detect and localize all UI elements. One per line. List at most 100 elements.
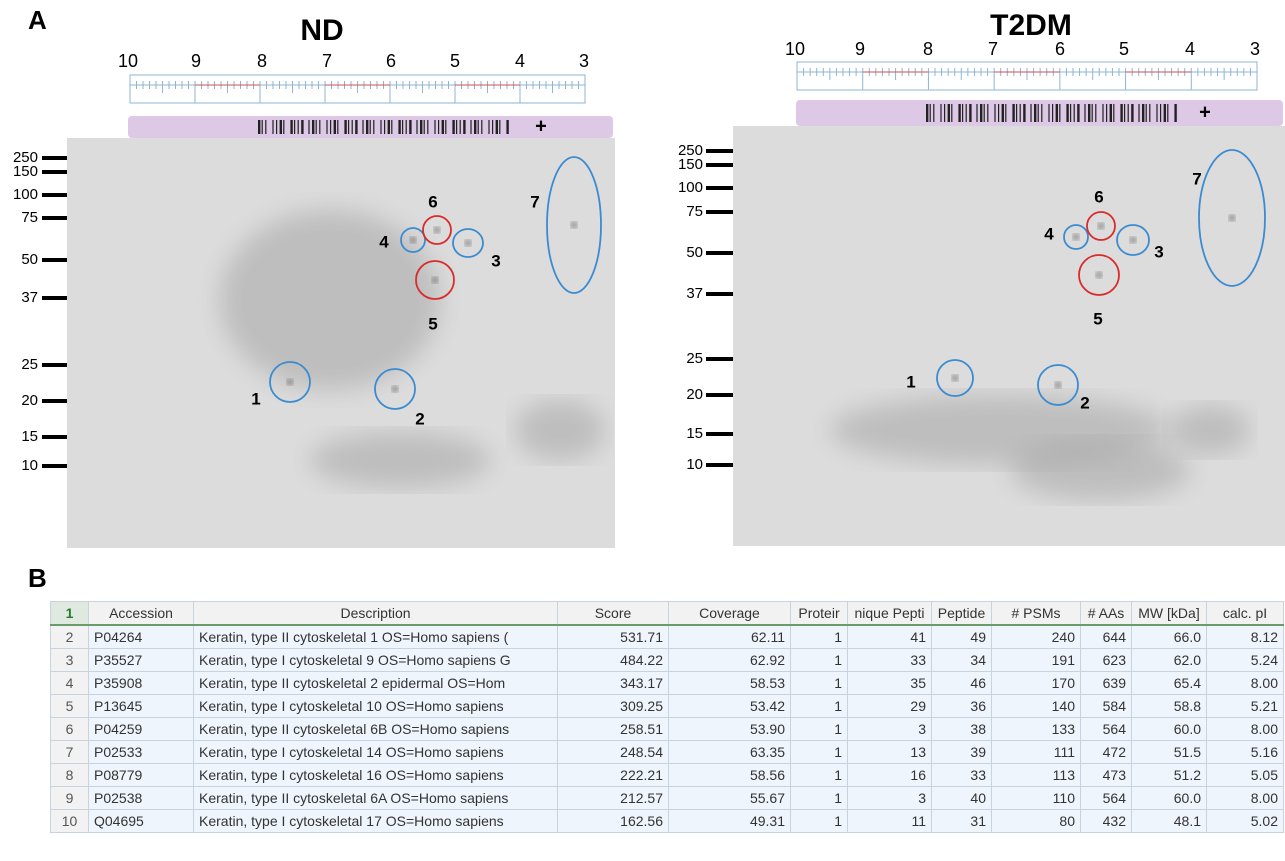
- barcode-bar: [316, 120, 317, 134]
- table-cell: 564: [1081, 718, 1132, 741]
- barcode-bar: [298, 120, 299, 134]
- table-cell: 38: [932, 718, 992, 741]
- barcode-bar: [312, 120, 314, 134]
- ph-label: 3: [1250, 39, 1260, 59]
- barcode-bar: [481, 120, 482, 134]
- barcode-bar: [1059, 104, 1060, 122]
- ph-label: 6: [386, 51, 396, 71]
- table-cell: 62.11: [669, 625, 791, 649]
- barcode-bar: [1088, 104, 1090, 122]
- barcode-bar: [330, 120, 331, 134]
- table-row: 1AccessionDescriptionScoreCoverageProtei…: [51, 602, 1284, 626]
- barcode-bar: [1084, 104, 1085, 122]
- barcode-bar: [1142, 104, 1144, 122]
- table-cell: 40: [932, 787, 992, 810]
- gel-title: T2DM: [990, 9, 1072, 42]
- table-cell: 11: [848, 810, 932, 833]
- ph-label: 4: [1185, 39, 1195, 59]
- table-cell: 1: [791, 741, 848, 764]
- table-cell: 432: [1081, 810, 1132, 833]
- barcode-bar: [362, 120, 363, 134]
- protein-spot: [434, 227, 440, 233]
- barcode-bar: [1092, 104, 1093, 122]
- table-cell: P35527: [89, 649, 194, 672]
- table-cell: 110: [992, 787, 1081, 810]
- table-cell: Keratin, type II cytoskeletal 6A OS=Homo…: [194, 787, 558, 810]
- barcode-bar: [478, 120, 479, 134]
- header-cell: # AAs: [1081, 602, 1132, 626]
- protein-spot: [465, 240, 471, 246]
- table-cell: Keratin, type I cytoskeletal 14 OS=Homo …: [194, 741, 558, 764]
- barcode-bar: [1002, 104, 1004, 122]
- barcode-bar: [984, 104, 985, 122]
- protein-spot: [432, 277, 438, 283]
- table-cell: Keratin, type I cytoskeletal 17 OS=Homo …: [194, 810, 558, 833]
- table-cell: P02538: [89, 787, 194, 810]
- table-cell: 48.1: [1132, 810, 1207, 833]
- barcode-bar: [402, 120, 403, 134]
- spot-label: 6: [1094, 187, 1103, 206]
- table-cell: 133: [992, 718, 1081, 741]
- header-cell: Coverage: [669, 602, 791, 626]
- barcode-bar: [344, 120, 346, 134]
- table-cell: Keratin, type I cytoskeletal 16 OS=Homo …: [194, 764, 558, 787]
- barcode-bar: [283, 120, 284, 134]
- barcode-bar: [438, 120, 439, 134]
- mw-label: 15: [686, 425, 703, 442]
- barcode-bar: [1106, 104, 1107, 122]
- table-cell: 16: [848, 764, 932, 787]
- barcode-bar: [1138, 104, 1139, 122]
- barcode-bar: [962, 104, 963, 122]
- table-cell: 191: [992, 649, 1081, 672]
- barcode-bar: [948, 104, 950, 122]
- protein-spot: [1055, 382, 1061, 388]
- table-cell: 58.53: [669, 672, 791, 695]
- ph-label: 9: [855, 39, 865, 59]
- barcode-bar: [258, 120, 260, 134]
- table-row: 3P35527Keratin, type I cytoskeletal 9 OS…: [51, 649, 1284, 672]
- table-cell: Keratin, type II cytoskeletal 1 OS=Homo …: [194, 625, 558, 649]
- barcode-bar: [1048, 104, 1049, 122]
- barcode-bar: [1095, 104, 1096, 122]
- table-row: 4P35908Keratin, type II cytoskeletal 2 e…: [51, 672, 1284, 695]
- table-cell: P13645: [89, 695, 194, 718]
- table-cell: 5.21: [1207, 695, 1284, 718]
- barcode-bar: [409, 120, 411, 134]
- barcode-bar: [496, 120, 498, 134]
- barcode-bar: [1149, 104, 1150, 122]
- barcode-bar: [380, 120, 381, 134]
- table-cell: 41: [848, 625, 932, 649]
- barcode-bar: [492, 120, 493, 134]
- table-cell: 60.0: [1132, 718, 1207, 741]
- table-cell: 80: [992, 810, 1081, 833]
- row-number: 5: [51, 695, 89, 718]
- barcode-bar: [463, 120, 465, 134]
- table-row: 9P02538Keratin, type II cytoskeletal 6A …: [51, 787, 1284, 810]
- ph-label: 3: [579, 51, 589, 71]
- table-cell: 564: [1081, 787, 1132, 810]
- barcode-bar: [966, 104, 967, 122]
- mw-label: 15: [21, 428, 38, 445]
- protein-spot: [571, 222, 577, 228]
- table-cell: 65.4: [1132, 672, 1207, 695]
- table-cell: 8.00: [1207, 787, 1284, 810]
- spot-label: 7: [530, 192, 539, 211]
- row-number: 7: [51, 741, 89, 764]
- plus-mark: +: [1199, 101, 1211, 123]
- barcode-bar: [445, 120, 446, 134]
- header-cell: calc. pI: [1207, 602, 1284, 626]
- barcode-bar: [326, 120, 327, 134]
- table-cell: 248.54: [558, 741, 669, 764]
- panel-label: B: [28, 563, 47, 590]
- mw-label: 10: [686, 456, 703, 473]
- barcode-bar: [370, 120, 371, 134]
- table-cell: 58.56: [669, 764, 791, 787]
- barcode-bar: [470, 120, 471, 134]
- table-cell: 309.25: [558, 695, 669, 718]
- table-cell: 5.05: [1207, 764, 1284, 787]
- barcode-bar: [337, 120, 338, 134]
- table-cell: 639: [1081, 672, 1132, 695]
- barcode-bar: [352, 120, 353, 134]
- protein-spot: [1073, 234, 1079, 240]
